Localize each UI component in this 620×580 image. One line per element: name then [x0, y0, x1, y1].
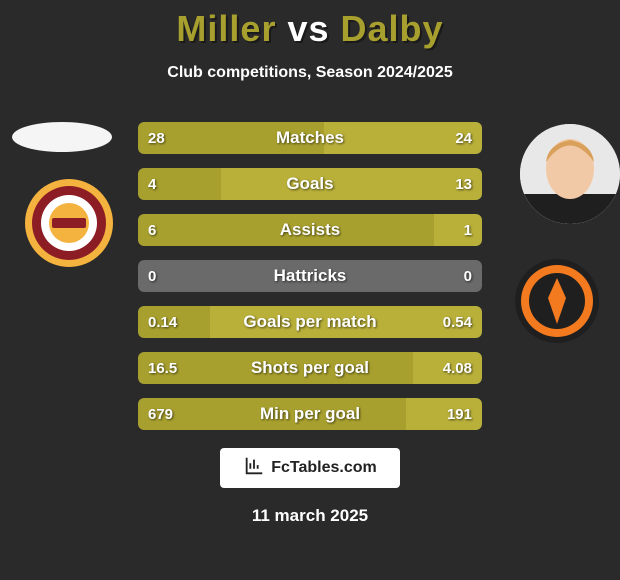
bar-label: Assists: [138, 214, 482, 246]
title: Miller vs Dalby: [0, 0, 620, 50]
date: 11 march 2025: [0, 506, 620, 526]
player1-name: Miller: [176, 8, 276, 49]
player2-club-crest: [514, 258, 600, 344]
bar-label: Matches: [138, 122, 482, 154]
bar-label: Min per goal: [138, 398, 482, 430]
title-vs: vs: [287, 8, 329, 49]
player2-headshot: [520, 124, 620, 224]
stat-bar: 61Assists: [138, 214, 482, 246]
bar-label: Goals: [138, 168, 482, 200]
player2-name: Dalby: [341, 8, 444, 49]
stat-bar: 0.140.54Goals per match: [138, 306, 482, 338]
player1-headshot-placeholder: [12, 122, 112, 152]
watermark: FcTables.com: [220, 448, 400, 488]
stat-bar: 00Hattricks: [138, 260, 482, 292]
stat-bar: 2824Matches: [138, 122, 482, 154]
bar-label: Hattricks: [138, 260, 482, 292]
subtitle: Club competitions, Season 2024/2025: [0, 64, 620, 82]
comparison-card: Miller vs Dalby Club competitions, Seaso…: [0, 0, 620, 580]
stat-bar: 413Goals: [138, 168, 482, 200]
bar-label: Shots per goal: [138, 352, 482, 384]
stat-bar: 16.54.08Shots per goal: [138, 352, 482, 384]
bar-label: Goals per match: [138, 306, 482, 338]
stat-bar: 679191Min per goal: [138, 398, 482, 430]
chart-icon: [243, 455, 265, 482]
player1-club-crest: [24, 178, 114, 268]
watermark-text: FcTables.com: [271, 459, 377, 477]
stat-bars: 2824Matches 413Goals 61Assists 00Hattricks 0…: [138, 122, 482, 444]
